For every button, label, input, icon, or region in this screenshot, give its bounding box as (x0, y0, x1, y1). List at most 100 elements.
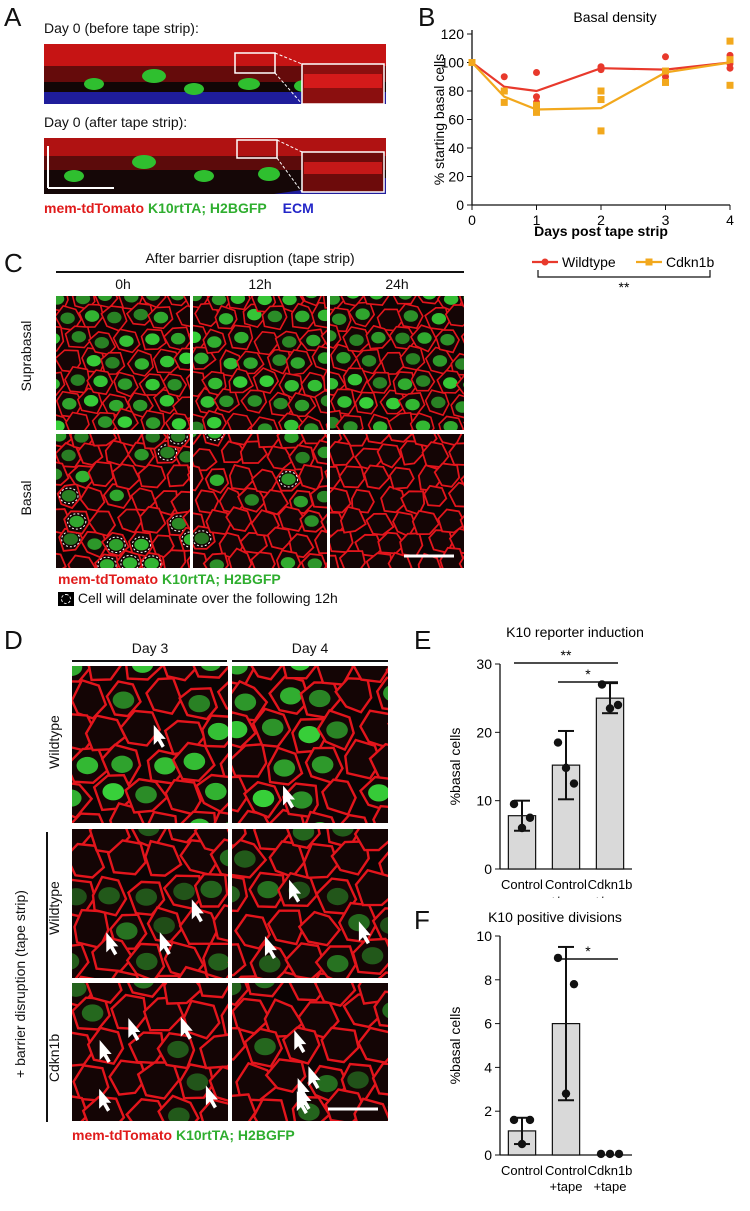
y-tick-label: 10 (476, 928, 492, 944)
panel-a-after-label: Day 0 (after tape strip): (44, 114, 188, 130)
x-tick-label: Cdkn1b (588, 1163, 633, 1178)
data-point (525, 1115, 535, 1125)
data-point (561, 1089, 571, 1098)
panel-d-group-rule (46, 832, 48, 1122)
x-tick-label: 1 (533, 212, 541, 228)
bar (595, 697, 625, 870)
x-tick-label: 4 (726, 212, 734, 228)
data-point-cdkn1b (533, 108, 540, 116)
data-point-wildtype (500, 73, 508, 81)
data-point (605, 704, 615, 713)
legend-green: K10rtTA; H2BGFP (161, 571, 281, 587)
data-point-cdkn1b (533, 101, 540, 109)
data-point-cdkn1b (597, 96, 605, 104)
data-point-wildtype (726, 64, 734, 72)
panel-d-day-4: Day 4 (291, 640, 329, 656)
data-point-cdkn1b (597, 87, 605, 95)
legend-marker-cdkn1b (645, 258, 653, 266)
chart-ylabel: %basal cells (447, 728, 463, 806)
x-tick-label: +tape (550, 893, 583, 898)
chart-b-ylabel: % starting basal cells (431, 54, 447, 186)
panel-letter-f: F (414, 905, 430, 935)
chart-basal-density: Basal density % starting basal cells Day… (431, 9, 734, 295)
data-point (553, 953, 563, 963)
data-point-cdkn1b (500, 87, 508, 95)
chart-b-xlabel: Days post tape strip (534, 223, 668, 239)
data-point (517, 823, 527, 833)
legend-red: mem-tdTomato (72, 1127, 173, 1143)
y-tick-label: 100 (441, 55, 465, 71)
y-tick-label: 20 (448, 169, 464, 185)
panel-d-image-2-1 (232, 983, 388, 1121)
data-point (596, 1149, 606, 1159)
legend-label-wildtype: Wildtype (562, 254, 616, 270)
chart-k10-reporter-induction: K10 reporter induction %basal cells 0 10 20 3… (447, 624, 644, 898)
data-point (569, 979, 579, 989)
panel-c-time-0: 0h (115, 276, 131, 292)
data-point (613, 700, 623, 710)
panel-c-header: After barrier disruption (tape strip) (145, 250, 355, 266)
panel-c-row-suprabasal: Suprabasal (18, 320, 34, 392)
legend-red: mem-tdTomato (58, 571, 159, 587)
panel-d-image-1-1 (232, 829, 388, 978)
panel-d-image-0-0 (72, 666, 228, 823)
panel-d-image-2-0 (72, 983, 228, 1121)
panel-c-time-1: 12h (248, 276, 272, 292)
x-tick-label: +tape (594, 893, 627, 898)
panel-letter-d: D (4, 625, 23, 655)
y-tick-label: 0 (484, 861, 492, 877)
chart-title: K10 positive divisions (488, 909, 622, 925)
data-point (561, 763, 571, 773)
significance-label: ** (619, 279, 630, 295)
legend-label-cdkn1b: Cdkn1b (666, 254, 714, 270)
panel-a-before-label: Day 0 (before tape strip): (44, 20, 199, 36)
x-tick-label: +tape (594, 1179, 627, 1194)
data-point-wildtype (533, 93, 540, 101)
data-point (509, 799, 519, 809)
x-tick-label: Cdkn1b (588, 877, 633, 892)
data-point (525, 813, 535, 822)
panel-d-day-3: Day 3 (131, 640, 169, 656)
x-tick-label: 0 (468, 212, 476, 228)
panel-d-image-0-1 (232, 666, 388, 823)
data-point-cdkn1b (500, 98, 508, 106)
x-tick-label: Control (545, 1163, 587, 1178)
panel-c-row-basal: Basal (18, 480, 34, 516)
panel-d-row-label-1: Wildtype (46, 881, 62, 935)
legend-green: K10rtTA; H2BGFP (175, 1127, 295, 1143)
dashed-note-text: Cell will delaminate over the following … (77, 590, 338, 606)
y-tick-label: 10 (476, 793, 492, 809)
data-point-cdkn1b (662, 78, 669, 86)
panel-d-row-label-2: Cdkn1b (46, 1033, 62, 1083)
data-point-wildtype (597, 66, 605, 74)
series-line-wildtype (471, 61, 731, 93)
chart-k10-positive-divisions: K10 positive divisions %basal cells 0 2 4 6 8 1… (447, 909, 633, 1194)
y-tick-label: 2 (484, 1103, 492, 1119)
data-point-cdkn1b (597, 127, 605, 135)
x-tick-label: Control (545, 877, 587, 892)
y-tick-label: 4 (484, 1059, 492, 1075)
y-tick-label: 8 (484, 972, 492, 988)
panel-letter-b: B (418, 2, 436, 32)
panel-c-legend: mem-tdTomato K10rtTA; H2BGFP (58, 571, 281, 587)
y-tick-label: 40 (448, 140, 464, 156)
data-point-wildtype (662, 53, 669, 61)
significance-label: * (585, 666, 591, 682)
panel-c-image-suprabasal-1 (193, 296, 327, 430)
x-tick-label: +tape (550, 1179, 583, 1194)
data-point-wildtype (533, 68, 540, 76)
panel-c-image-suprabasal-2 (330, 296, 464, 430)
x-tick-label: Control (501, 877, 543, 892)
panel-d-rule-3 (72, 660, 227, 662)
data-point (614, 1149, 624, 1159)
panel-c-header-rule (56, 271, 464, 273)
panel-d-image-1-0 (72, 829, 228, 978)
data-point-cdkn1b (726, 81, 734, 89)
panel-d-rule-4 (232, 660, 388, 662)
panel-a-after-image (44, 138, 386, 194)
legend-green: K10rtTA; H2BGFP (147, 200, 267, 216)
significance-bracket (537, 270, 711, 278)
panel-c-dashed-note: Cell will delaminate over the following … (58, 590, 338, 607)
data-point-cdkn1b (726, 56, 734, 64)
y-tick-label: 0 (456, 197, 464, 213)
